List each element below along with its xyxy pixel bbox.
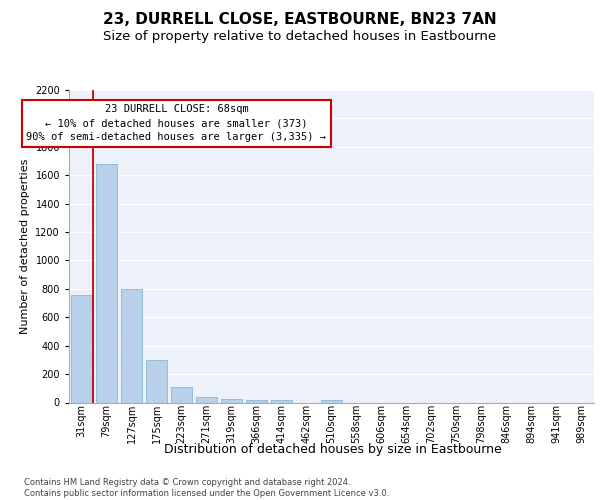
Bar xyxy=(271,400,292,402)
Bar xyxy=(146,360,167,403)
Text: 23 DURRELL CLOSE: 68sqm
← 10% of detached houses are smaller (373)
90% of semi-d: 23 DURRELL CLOSE: 68sqm ← 10% of detache… xyxy=(26,104,326,142)
Bar xyxy=(171,387,192,402)
Bar xyxy=(221,399,242,402)
Bar xyxy=(321,400,342,402)
Bar xyxy=(71,294,92,403)
Text: Contains HM Land Registry data © Crown copyright and database right 2024.
Contai: Contains HM Land Registry data © Crown c… xyxy=(24,478,389,498)
Text: Distribution of detached houses by size in Eastbourne: Distribution of detached houses by size … xyxy=(164,442,502,456)
Bar xyxy=(246,400,267,402)
Text: 23, DURRELL CLOSE, EASTBOURNE, BN23 7AN: 23, DURRELL CLOSE, EASTBOURNE, BN23 7AN xyxy=(103,12,497,28)
Bar xyxy=(96,164,117,402)
Y-axis label: Number of detached properties: Number of detached properties xyxy=(20,158,29,334)
Bar xyxy=(121,289,142,403)
Bar xyxy=(196,397,217,402)
Text: Size of property relative to detached houses in Eastbourne: Size of property relative to detached ho… xyxy=(103,30,497,43)
